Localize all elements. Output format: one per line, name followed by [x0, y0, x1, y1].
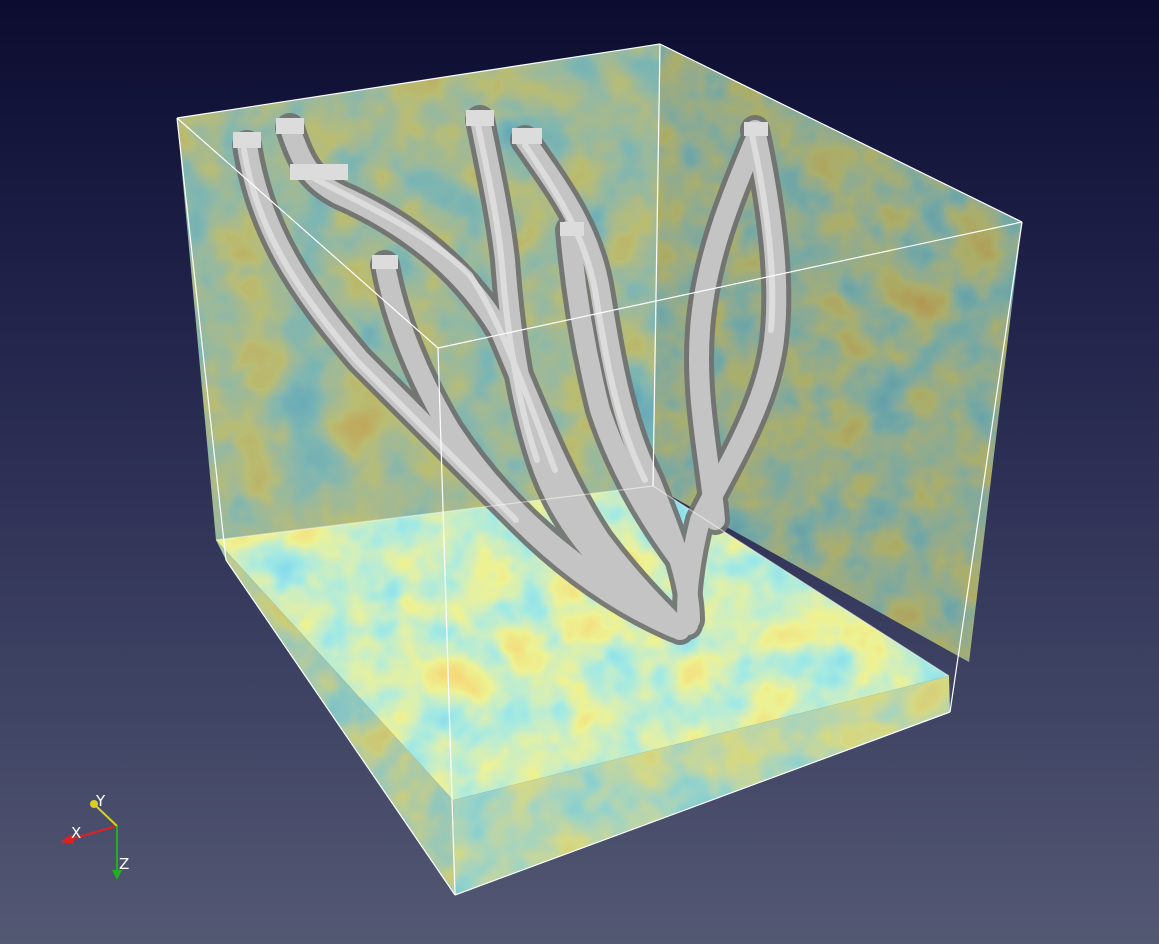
isosurface-branches: [232, 105, 792, 645]
y-axis-label: Y: [95, 792, 106, 810]
orientation-axes: X Y Z: [60, 792, 129, 880]
y-axis-line: [95, 805, 118, 827]
x-axis-arrow: [60, 834, 74, 844]
branch-highlights: [241, 122, 776, 523]
x-axis-line: [67, 825, 118, 841]
branch-tips: [233, 110, 768, 269]
y-axis-tip: [90, 800, 98, 808]
z-axis-label: Z: [119, 855, 129, 873]
x-axis-label: X: [71, 824, 81, 842]
bounding-box-outline: [176, 43, 1023, 896]
z-axis-arrow: [112, 870, 122, 880]
